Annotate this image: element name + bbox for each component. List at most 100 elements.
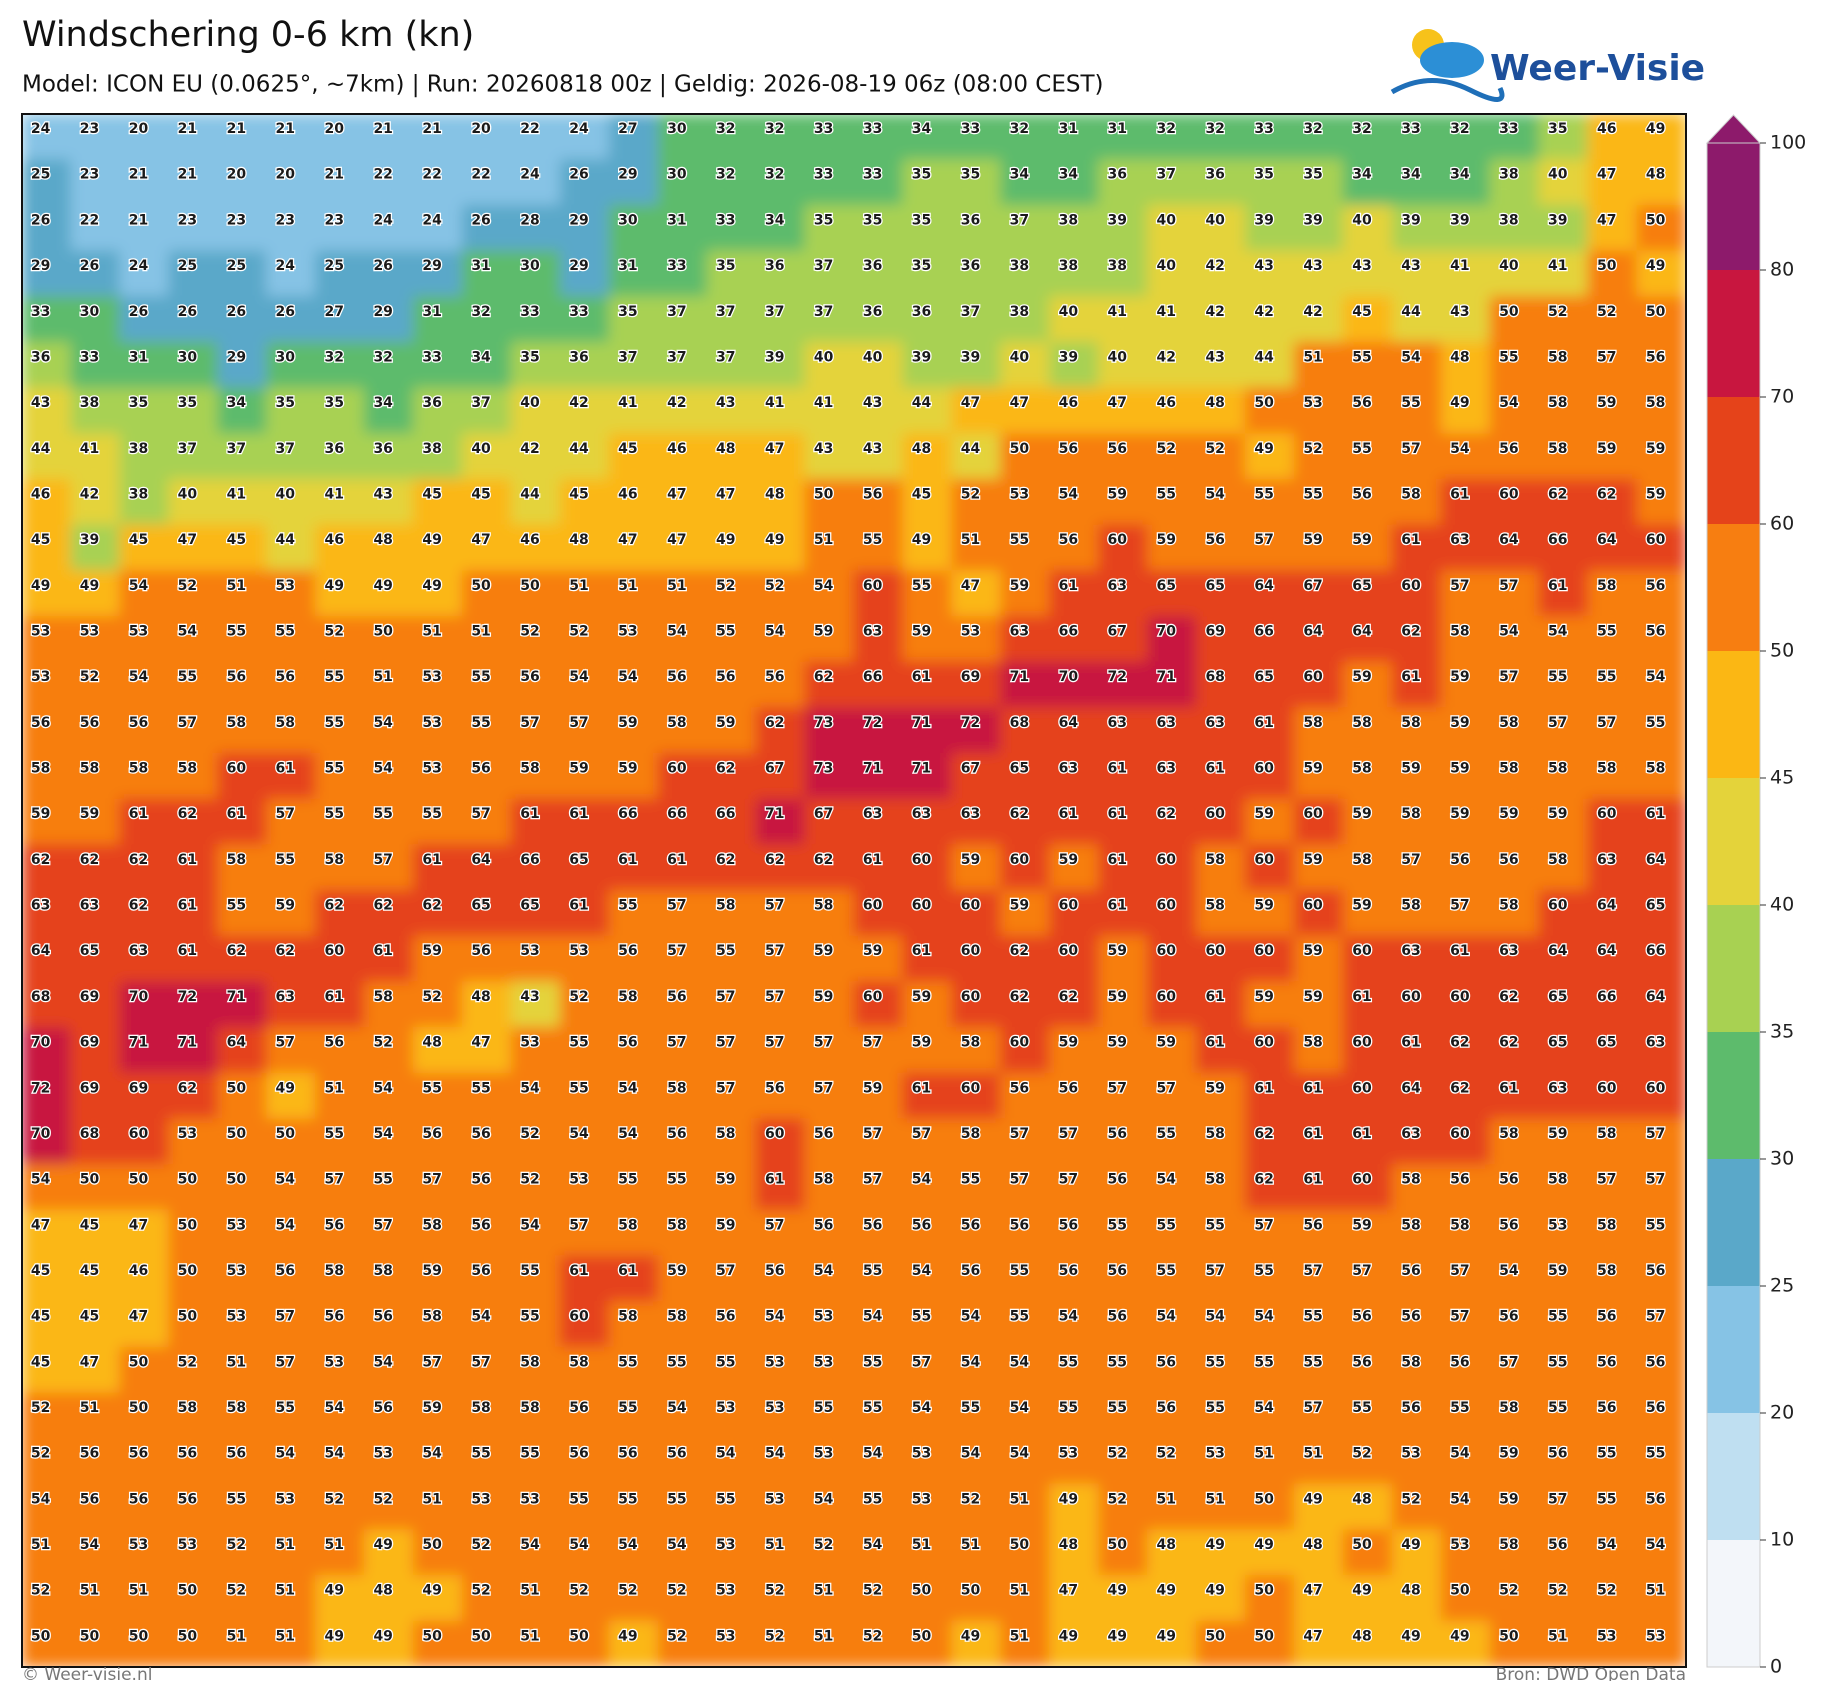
cell-value: 54 xyxy=(1059,1309,1079,1325)
cell-value: 36 xyxy=(325,441,344,457)
cell-value: 57 xyxy=(1059,1172,1078,1188)
cell-value: 65 xyxy=(520,898,539,914)
cell-value: 52 xyxy=(1157,441,1176,457)
cell-value: 57 xyxy=(422,1172,441,1188)
cell-value: 48 xyxy=(912,441,931,457)
cell-value: 35 xyxy=(178,395,197,411)
cell-value: 61 xyxy=(1108,806,1127,822)
cell-value: 62 xyxy=(276,943,295,959)
cell-value: 33 xyxy=(1254,121,1273,137)
cell-value: 56 xyxy=(129,1491,148,1507)
cell xyxy=(1440,478,1491,526)
cell xyxy=(706,1255,757,1303)
cell-value: 26 xyxy=(471,212,490,228)
cell xyxy=(217,250,268,298)
cell-value: 50 xyxy=(1010,1537,1030,1553)
cell xyxy=(951,1164,1002,1211)
cell xyxy=(1147,1072,1198,1120)
cell xyxy=(119,524,170,572)
cell-value: 58 xyxy=(227,1400,246,1416)
cell-value: 53 xyxy=(129,1537,148,1553)
cell xyxy=(1342,1027,1393,1074)
cell xyxy=(1440,296,1491,343)
cell-value: 33 xyxy=(863,121,882,137)
cell xyxy=(1440,935,1491,983)
cell xyxy=(315,844,366,891)
cell xyxy=(1196,935,1247,983)
cell xyxy=(853,661,904,709)
cell-value: 46 xyxy=(1059,395,1078,411)
cell-value: 53 xyxy=(227,1263,246,1279)
cell-value: 48 xyxy=(716,441,735,457)
cell-value: 62 xyxy=(373,898,392,914)
cell xyxy=(1342,615,1393,663)
cell xyxy=(1245,524,1295,572)
cell-value: 56 xyxy=(80,715,99,731)
cell-value: 70 xyxy=(31,1126,51,1142)
cell-value: 48 xyxy=(471,989,490,1005)
cell xyxy=(755,707,806,754)
cell-value: 32 xyxy=(1303,121,1322,137)
cell xyxy=(510,570,561,617)
cell-value: 51 xyxy=(31,1537,50,1553)
cell xyxy=(1538,1027,1589,1074)
cell xyxy=(119,1072,170,1120)
cell-value: 29 xyxy=(31,258,50,274)
cell-value: 55 xyxy=(1303,486,1322,502)
cell xyxy=(266,114,317,161)
cell xyxy=(1147,752,1198,800)
cell-value: 52 xyxy=(1205,441,1224,457)
cell xyxy=(510,661,561,709)
cell-value: 59 xyxy=(80,806,99,822)
cell xyxy=(22,341,72,389)
cell xyxy=(364,296,415,343)
cell-value: 50 xyxy=(178,1263,198,1279)
cell xyxy=(951,204,1002,252)
cell-value: 50 xyxy=(129,1628,149,1644)
cell-value: 61 xyxy=(1108,852,1127,868)
cell xyxy=(1342,890,1393,937)
cell xyxy=(902,387,953,435)
cell xyxy=(1440,159,1491,206)
cell xyxy=(1293,1255,1344,1303)
cell xyxy=(168,1118,219,1166)
cell-value: 51 xyxy=(276,1583,295,1599)
cell-value: 55 xyxy=(863,532,882,548)
cell-value: 57 xyxy=(1646,1172,1665,1188)
cell-value: 57 xyxy=(520,715,539,731)
cell-value: 56 xyxy=(1059,532,1078,548)
cell xyxy=(1489,615,1540,663)
cell xyxy=(266,1027,317,1074)
cell-value: 59 xyxy=(1303,989,1322,1005)
cell-value: 72 xyxy=(1108,669,1127,685)
cell xyxy=(1587,752,1638,800)
cell-value: 52 xyxy=(520,1172,539,1188)
cell xyxy=(804,341,855,389)
cell-value: 55 xyxy=(178,669,197,685)
cell-value: 56 xyxy=(373,1309,392,1325)
cell xyxy=(22,615,72,663)
cell-value: 54 xyxy=(569,1537,589,1553)
cell-value: 58 xyxy=(1401,806,1420,822)
cell-value: 66 xyxy=(1548,532,1567,548)
cell-value: 52 xyxy=(814,1537,833,1553)
cell-value: 58 xyxy=(31,761,50,777)
cell-value: 56 xyxy=(325,1217,344,1233)
cell-value: 55 xyxy=(1108,1354,1127,1370)
cell-value: 52 xyxy=(1499,1583,1518,1599)
cell xyxy=(657,1209,708,1257)
cell xyxy=(1098,661,1149,709)
cell xyxy=(1587,250,1638,298)
cell-value: 68 xyxy=(80,1126,99,1142)
cell xyxy=(1538,1118,1589,1166)
cell xyxy=(1196,570,1247,617)
cell xyxy=(315,159,366,206)
cell-value: 56 xyxy=(863,486,882,502)
cell-value: 58 xyxy=(1303,715,1322,731)
cell-value: 48 xyxy=(373,532,392,548)
cell-value: 56 xyxy=(863,1217,882,1233)
cell xyxy=(168,387,219,435)
cell-value: 37 xyxy=(276,441,295,457)
cell-value: 51 xyxy=(1548,1628,1567,1644)
cell xyxy=(1391,844,1442,891)
